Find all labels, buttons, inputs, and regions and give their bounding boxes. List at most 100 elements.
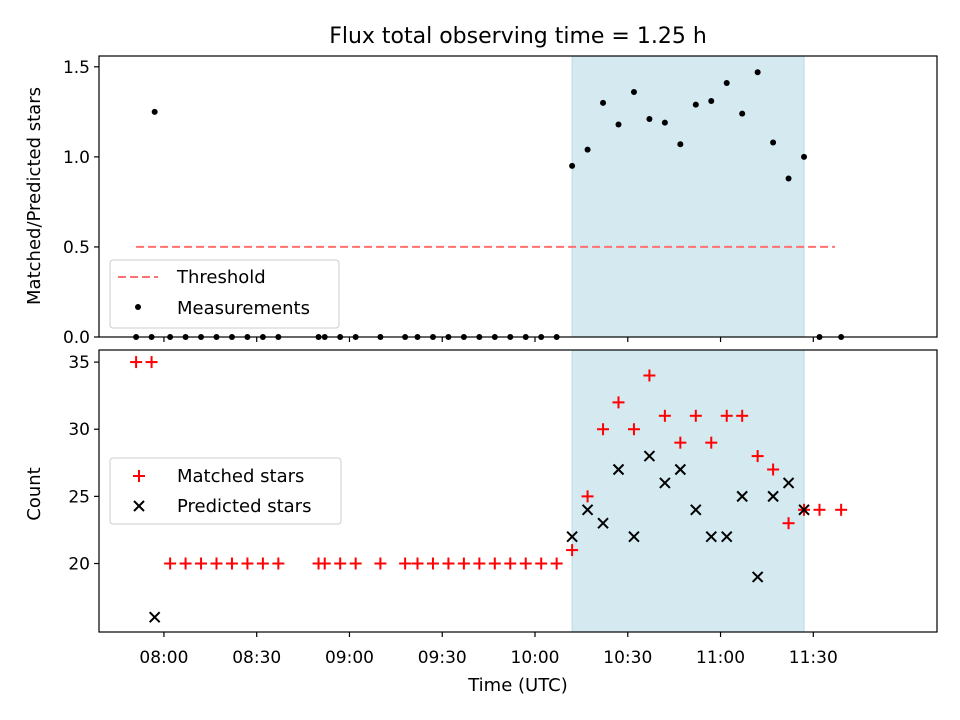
data-point — [835, 503, 848, 516]
top-axes: 0.0 0.5 1.0 1.5 Matched/Predicted stars Thr… — [24, 55, 938, 348]
data-point — [754, 69, 761, 76]
data-point — [708, 98, 715, 105]
data-point — [581, 490, 594, 503]
data-point — [630, 89, 637, 96]
x-tick-label: 09:30 — [418, 648, 467, 668]
data-point — [272, 557, 285, 570]
series-matched-stars — [130, 356, 848, 570]
data-point — [584, 146, 591, 153]
legend-threshold-label: Threshold — [176, 267, 266, 288]
data-point — [535, 557, 548, 570]
data-point — [739, 110, 746, 117]
x-tick-label: 11:00 — [696, 648, 745, 668]
data-point — [690, 504, 702, 516]
data-point — [767, 463, 780, 476]
data-point — [785, 175, 792, 182]
data-point — [612, 463, 625, 476]
y-tick-label: 35 — [68, 353, 90, 373]
data-point — [612, 396, 625, 409]
data-point — [442, 557, 455, 570]
data-point — [767, 490, 779, 503]
chart-title: Flux total observing time = 1.25 h — [329, 24, 707, 49]
y-tick-label: 0.0 — [63, 328, 90, 348]
y-tick-label: 1.5 — [63, 58, 90, 78]
x-tick-label: 08:30 — [232, 648, 281, 668]
y-tick-label: 1.0 — [63, 148, 90, 168]
data-point — [374, 557, 387, 570]
y-axis-label: Matched/Predicted stars — [24, 87, 45, 305]
data-point — [130, 356, 143, 369]
data-point — [721, 530, 733, 543]
y-tick-label: 20 — [68, 555, 90, 575]
x-tick-label: 08:00 — [139, 648, 188, 668]
x-axis-label: Time (UTC) — [467, 675, 568, 696]
bottom-axes: 20 25 30 35 08:00 08:30 09:00 09:30 10:00 10:30 1… — [24, 349, 938, 668]
data-point — [334, 557, 347, 570]
legend-frame — [109, 457, 342, 525]
data-point — [770, 139, 777, 146]
x-tick-label: 10:00 — [511, 648, 560, 668]
data-point — [674, 463, 687, 476]
data-point — [643, 369, 656, 382]
data-point — [689, 409, 702, 422]
highlight-span — [571, 55, 805, 338]
legend-predicted-label: Predicted stars — [177, 496, 311, 517]
legend-matched-label: Matched stars — [177, 466, 304, 487]
legend-matched-symbol — [133, 470, 145, 482]
y-tick-label: 25 — [68, 487, 90, 507]
data-point — [457, 557, 470, 570]
data-point — [801, 153, 808, 160]
data-point — [751, 571, 764, 583]
legend: Matched stars Predicted stars — [109, 457, 342, 525]
data-point — [615, 121, 622, 128]
data-point — [488, 557, 501, 570]
data-point — [473, 557, 486, 570]
data-point — [798, 504, 810, 516]
data-point — [646, 116, 653, 123]
legend-measurements-symbol — [135, 304, 141, 310]
data-point — [705, 436, 718, 449]
data-point — [751, 450, 764, 463]
data-point — [813, 503, 826, 516]
x-tick-label: 11:30 — [789, 648, 838, 668]
data-point — [151, 108, 158, 115]
data-point — [597, 423, 610, 436]
legend-frame — [109, 259, 340, 329]
data-point — [164, 557, 177, 570]
data-point — [318, 557, 331, 570]
data-point — [581, 504, 594, 516]
axes-frame — [98, 55, 938, 338]
data-point — [736, 409, 749, 422]
data-point — [550, 557, 563, 570]
data-point — [241, 557, 254, 570]
data-point — [195, 557, 208, 570]
data-point — [720, 409, 733, 422]
data-point — [566, 530, 578, 543]
highlight-span — [571, 349, 805, 633]
legend-predicted-symbol — [133, 500, 145, 512]
data-point — [349, 557, 362, 570]
y-tick-label: 0.5 — [63, 238, 90, 258]
data-point — [677, 141, 684, 148]
data-point — [569, 162, 576, 169]
data-point — [782, 477, 795, 489]
data-point — [659, 477, 671, 489]
x-tick-label: 10:30 — [603, 648, 652, 668]
data-point — [411, 557, 424, 570]
y-axis-label: Count — [24, 467, 45, 520]
data-point — [519, 557, 532, 570]
data-point — [736, 490, 748, 503]
data-point — [225, 557, 238, 570]
data-point — [628, 530, 640, 543]
data-point — [179, 557, 192, 570]
data-point — [627, 423, 640, 436]
data-point — [658, 409, 671, 422]
data-point — [723, 80, 730, 87]
data-point — [145, 356, 158, 369]
x-tick-label: 09:00 — [325, 648, 374, 668]
data-point — [705, 530, 717, 543]
legend-measurements-label: Measurements — [177, 298, 310, 319]
data-point — [256, 557, 269, 570]
data-point — [597, 517, 609, 529]
